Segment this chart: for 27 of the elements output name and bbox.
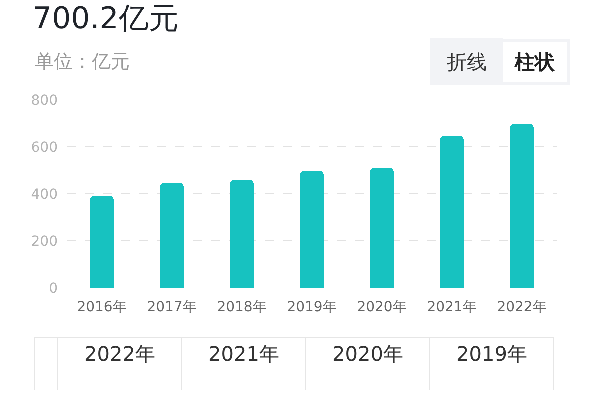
- y-tick-label: 800: [31, 93, 58, 110]
- y-tick-label: 600: [31, 140, 58, 156]
- bar: [370, 168, 394, 288]
- text: 2021年: [208, 342, 280, 366]
- y-tick-label: 0: [49, 281, 58, 298]
- x-tick-label: 2018年: [217, 299, 267, 316]
- text: 2022年: [84, 342, 156, 366]
- x-tick-label: 2021年: [427, 299, 477, 316]
- chart-title: 700.2亿元: [33, 2, 179, 36]
- y-tick-label: 200: [31, 234, 58, 250]
- x-tick-label: 2017年: [147, 299, 197, 316]
- text: 2019年: [456, 342, 528, 366]
- x-tick-label: 2016年: [77, 299, 127, 316]
- x-tick-label: 2019年: [287, 299, 337, 316]
- x-tick-label: 2022年: [497, 299, 547, 316]
- bar: [90, 196, 114, 288]
- text: 柱状: [514, 50, 556, 74]
- bar: [510, 124, 534, 288]
- bar: [230, 180, 254, 288]
- bar: [160, 183, 184, 288]
- chart-subtitle: 单位：亿元: [35, 51, 130, 73]
- y-tick-label: 400: [31, 187, 58, 204]
- bar: [300, 171, 324, 288]
- bar: [440, 136, 464, 288]
- text: 2020年: [332, 342, 404, 366]
- text: 折线: [447, 50, 487, 74]
- x-tick-label: 2020年: [357, 299, 407, 316]
